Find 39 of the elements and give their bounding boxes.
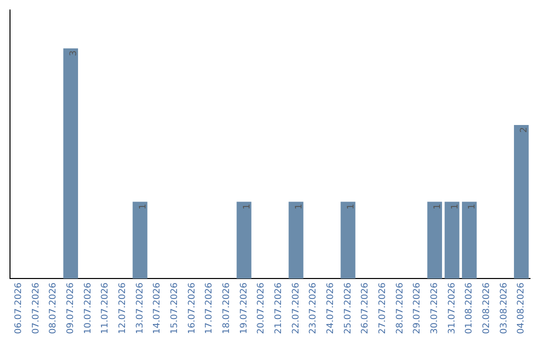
x-tick-label: 27.07.2026: [378, 282, 388, 334]
data-label: 1: [433, 204, 444, 210]
x-tick-label: 12.07.2026: [118, 282, 128, 334]
data-label: 1: [468, 204, 478, 210]
x-tick-label: 11.07.2026: [100, 282, 111, 334]
x-tick-label: 31.07.2026: [447, 282, 458, 334]
x-tick-label: 20.07.2026: [256, 282, 267, 334]
x-tick-label: 08.07.2026: [48, 282, 59, 334]
x-tick-label: 23.07.2026: [308, 282, 319, 334]
x-tick-label: 14.07.2026: [152, 282, 163, 334]
data-label: 1: [294, 204, 304, 210]
data-label: 1: [242, 204, 252, 210]
x-tick-label: 19.07.2026: [239, 282, 250, 334]
x-tick-label: 21.07.2026: [274, 282, 284, 334]
x-tick-label: 26.07.2026: [360, 282, 371, 334]
x-tick-label: 07.07.2026: [31, 282, 42, 334]
x-tick-label: 04.08.2026: [516, 282, 527, 334]
data-label: 2: [520, 127, 530, 133]
data-label: 3: [69, 50, 80, 56]
x-tick-label: 16.07.2026: [187, 282, 198, 334]
x-tick-label: 30.07.2026: [430, 282, 440, 334]
x-tick-label: 24.07.2026: [326, 282, 336, 334]
x-tick-label: 25.07.2026: [343, 282, 354, 334]
data-label: 1: [346, 204, 356, 210]
x-tick-label: 29.07.2026: [412, 282, 423, 334]
x-tick-label: 03.08.2026: [499, 282, 510, 334]
data-label: 1: [138, 204, 148, 210]
x-tick-label: 01.08.2026: [464, 282, 475, 334]
x-tick-label: 22.07.2026: [291, 282, 302, 334]
x-tick-label: 06.07.2026: [14, 282, 24, 334]
x-tick-label: 15.07.2026: [170, 282, 180, 334]
x-tick-label: 17.07.2026: [204, 282, 215, 334]
x-tick-label: 13.07.2026: [135, 282, 146, 334]
data-label: 1: [450, 204, 460, 210]
x-tick-label: 02.08.2026: [482, 282, 492, 334]
x-tick-label: 28.07.2026: [395, 282, 406, 334]
x-tick-label: 09.07.2026: [66, 282, 76, 334]
x-tick-label: 18.07.2026: [222, 282, 232, 334]
x-tick-label: 10.07.2026: [83, 282, 94, 334]
